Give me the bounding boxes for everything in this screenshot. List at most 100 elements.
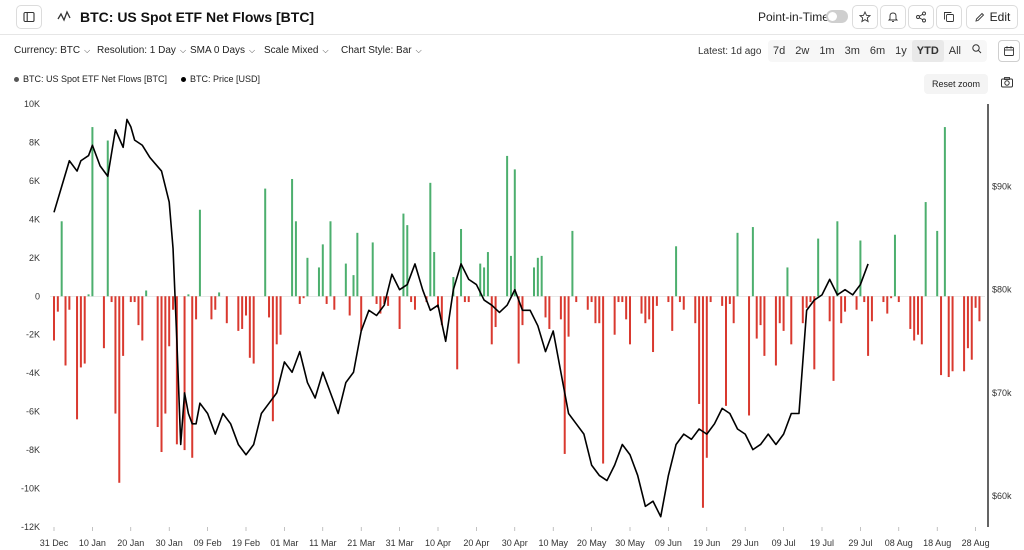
range-3m[interactable]: 3m <box>844 45 860 57</box>
flow-bar <box>298 296 301 304</box>
range-1y[interactable]: 1y <box>895 45 907 57</box>
point-in-time-toggle[interactable] <box>826 10 848 23</box>
flow-bar <box>279 296 282 335</box>
flow-bar <box>917 296 919 335</box>
sma-dropdown[interactable]: SMA 0 Days ⌵ <box>190 45 255 56</box>
flow-bar <box>333 296 336 310</box>
flow-bar <box>828 296 831 322</box>
sidebar-toggle-button[interactable] <box>16 5 42 29</box>
flow-bar <box>306 257 309 297</box>
flow-bar <box>951 296 954 372</box>
alert-button[interactable] <box>880 5 906 29</box>
flow-bar <box>106 140 109 297</box>
flow-bar <box>237 296 240 331</box>
flow-bar <box>644 296 647 324</box>
etf-flows-chart[interactable]: 10K 8K 6K 4K 2K 0 -2K -4K -6K -8K -10K -12K $90k $80k… <box>0 96 1024 550</box>
legend-label: BTC: Price [USD] <box>190 74 261 84</box>
flow-bar <box>145 290 148 297</box>
legend-item-price[interactable]: BTC: Price [USD] <box>181 74 260 84</box>
edit-label: Edit <box>989 10 1011 24</box>
range-1m[interactable]: 1m <box>819 45 835 57</box>
x-tick-label: 21 Mar <box>347 538 375 548</box>
flow-bar <box>809 296 812 303</box>
flow-bar <box>924 202 927 297</box>
flow-bar <box>655 296 658 306</box>
legend-dot-icon <box>14 77 19 83</box>
x-tick-label: 28 Aug <box>962 538 990 548</box>
zoom-select-icon[interactable] <box>966 40 987 62</box>
flow-bar <box>859 240 862 297</box>
flow-bar <box>544 296 547 318</box>
flow-bar <box>360 296 363 331</box>
favorite-button[interactable] <box>852 5 878 29</box>
flow-bar <box>913 296 916 341</box>
flow-bar <box>909 296 912 329</box>
range-2w[interactable]: 2w <box>795 45 810 57</box>
flow-bar <box>832 296 835 381</box>
range-all[interactable]: All <box>948 45 962 57</box>
share-button[interactable] <box>908 5 934 29</box>
x-tick-label: 01 Mar <box>270 538 298 548</box>
flow-bar <box>348 296 351 316</box>
flow-bar <box>114 296 117 414</box>
range-ytd[interactable]: YTD <box>911 40 944 62</box>
flow-bar <box>183 296 186 451</box>
x-tick-label: 09 Jun <box>655 538 682 548</box>
chart-style-dropdown[interactable]: Chart Style: Bar ⌵ <box>341 45 422 56</box>
flow-bar <box>275 296 278 345</box>
flow-bar <box>129 296 132 303</box>
legend-item-net-flows[interactable]: BTC: US Spot ETF Net Flows [BTC] <box>14 74 167 84</box>
flow-bar <box>652 296 655 353</box>
top-bar: BTC: US Spot ETF Net Flows [BTC] Point-i… <box>0 0 1024 35</box>
flow-bar <box>467 296 470 303</box>
flow-bar <box>294 221 297 297</box>
reset-zoom-button[interactable]: Reset zoom <box>924 74 988 94</box>
flow-bar <box>291 178 294 297</box>
latest-update-label: Latest: 1d ago <box>698 46 762 57</box>
flow-bar <box>56 296 59 312</box>
flow-bar <box>225 296 228 324</box>
flow-bar <box>893 234 896 297</box>
flow-bar <box>175 296 178 445</box>
x-tick-label: 30 Apr <box>502 538 528 548</box>
edit-button[interactable]: Edit <box>966 5 1018 29</box>
resolution-dropdown[interactable]: Resolution: 1 Day ⌵ <box>97 45 186 56</box>
y-left-tick-label: -12K <box>21 522 40 532</box>
x-tick-label: 09 Jul <box>772 538 796 548</box>
x-tick-label: 18 Aug <box>923 538 951 548</box>
flow-bar <box>563 296 566 454</box>
camera-icon[interactable] <box>1000 75 1014 89</box>
currency-dropdown[interactable]: Currency: BTC ⌵ <box>14 45 90 56</box>
range-7d[interactable]: 7d <box>773 45 786 57</box>
flow-bar <box>53 296 55 341</box>
range-6m[interactable]: 6m <box>869 45 886 57</box>
flow-bar <box>317 267 320 297</box>
flow-bar <box>748 296 751 416</box>
flow-bar <box>245 296 247 316</box>
flow-bar <box>268 296 271 318</box>
flow-bar <box>429 182 432 297</box>
y-left-tick-label: 4K <box>29 214 40 224</box>
flow-bar <box>598 296 601 324</box>
flow-bar <box>751 227 754 297</box>
date-picker-button[interactable] <box>998 40 1020 62</box>
scale-value: Scale Mixed <box>264 45 319 56</box>
flow-bar <box>786 267 789 297</box>
flow-bar <box>721 296 724 306</box>
sidebar-icon <box>23 11 35 23</box>
y-right-tick-label: $60k <box>992 491 1012 501</box>
flow-bar <box>625 296 628 320</box>
x-tick-label: 20 Jan <box>117 538 144 548</box>
x-tick-label: 19 Jun <box>693 538 720 548</box>
flow-bar <box>840 296 843 324</box>
flow-bar <box>920 296 923 345</box>
flow-bar <box>667 296 670 303</box>
scale-dropdown[interactable]: Scale Mixed ⌵ <box>264 45 329 56</box>
flow-bar <box>705 296 708 458</box>
copy-button[interactable] <box>936 5 962 29</box>
flow-bar <box>855 296 858 310</box>
chevron-down-icon: ⌵ <box>249 46 256 55</box>
flow-bar <box>160 296 163 453</box>
x-tick-label: 30 Jan <box>156 538 183 548</box>
share-icon <box>916 11 926 23</box>
